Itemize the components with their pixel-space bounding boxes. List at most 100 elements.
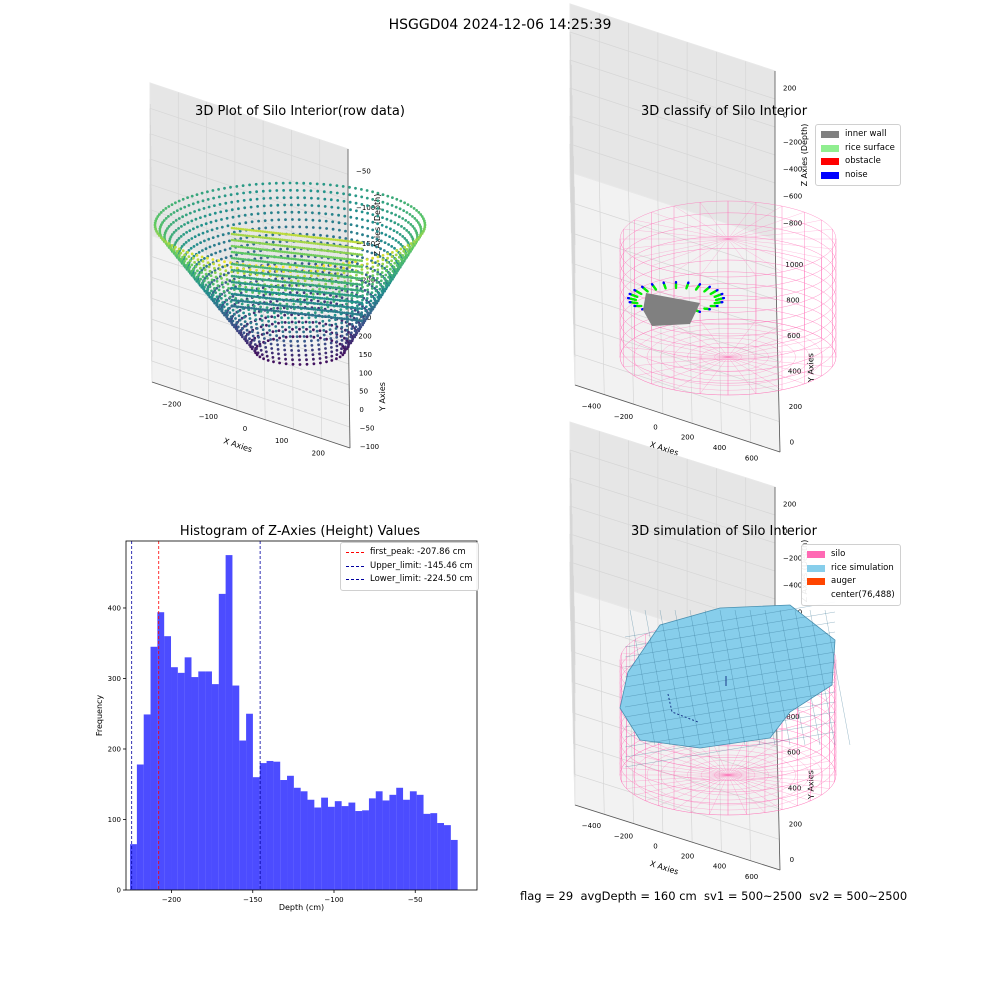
data-point <box>254 271 258 275</box>
histogram-bar <box>198 671 206 890</box>
data-point <box>314 296 317 299</box>
data-point <box>290 251 293 255</box>
data-point <box>324 356 328 359</box>
data-point <box>261 296 265 299</box>
data-point <box>330 277 334 281</box>
x-tick-label: 100 <box>275 437 288 445</box>
data-point <box>314 272 317 275</box>
data-point <box>257 259 260 263</box>
data-point <box>340 317 344 320</box>
data-point <box>294 275 298 279</box>
silo-edge <box>623 228 729 240</box>
data-point <box>217 242 221 246</box>
surface-mesh <box>624 601 836 638</box>
data-point <box>272 337 275 341</box>
data-point <box>290 263 293 267</box>
data-point <box>272 255 276 259</box>
data-point <box>213 287 216 290</box>
data-point <box>327 249 331 253</box>
data-point <box>177 256 181 259</box>
data-point <box>311 292 315 296</box>
x-tick-label: −100 <box>324 896 343 904</box>
data-point <box>252 229 256 232</box>
data-point <box>325 279 328 283</box>
data-point <box>217 305 221 309</box>
data-point <box>279 268 282 271</box>
data-point <box>246 333 250 336</box>
data-point <box>365 196 369 200</box>
data-point <box>305 335 309 339</box>
data-point <box>167 205 171 208</box>
data-point <box>201 275 205 279</box>
histogram-bar <box>232 685 240 890</box>
data-point <box>196 258 200 262</box>
data-point <box>285 250 289 254</box>
data-point <box>248 268 252 272</box>
data-point <box>296 300 300 303</box>
data-point <box>214 291 218 294</box>
data-point <box>167 242 171 245</box>
data-point <box>370 284 374 288</box>
data-point <box>298 240 302 244</box>
x-tick-label: −400 <box>582 402 601 410</box>
data-point <box>203 279 206 283</box>
data-point <box>241 227 245 231</box>
data-point <box>314 284 317 287</box>
data-point <box>381 262 385 266</box>
data-point <box>173 243 177 247</box>
data-point <box>237 207 240 211</box>
data-point <box>225 302 229 306</box>
data-point <box>210 297 214 301</box>
data-point <box>275 270 279 273</box>
data-point <box>232 268 236 272</box>
surface-mesh <box>624 661 836 698</box>
data-point <box>329 198 333 202</box>
data-point <box>239 237 243 240</box>
data-point <box>296 288 300 291</box>
data-point <box>342 245 346 249</box>
data-point <box>270 347 274 350</box>
data-point <box>259 259 262 263</box>
silo-ring <box>619 236 837 313</box>
x-tick-label: 0 <box>243 425 247 433</box>
data-point <box>261 308 265 311</box>
legend-label: obstacle <box>845 156 881 166</box>
data-point <box>235 227 238 230</box>
data-point <box>633 304 636 308</box>
data-point <box>331 298 335 301</box>
data-point <box>316 260 320 264</box>
data-point <box>237 275 240 279</box>
data-point <box>313 311 317 315</box>
legend-entry: Upper_limit: -145.46 cm <box>346 560 473 574</box>
data-point <box>316 334 320 338</box>
data-point <box>376 295 380 299</box>
data-point <box>164 229 168 233</box>
data-point <box>252 241 256 244</box>
data-point <box>356 300 359 304</box>
data-point <box>323 315 326 318</box>
data-point <box>358 241 361 244</box>
data-point <box>366 219 370 223</box>
data-point <box>347 251 350 255</box>
data-point <box>285 244 289 248</box>
data-point <box>208 269 212 273</box>
data-point <box>162 209 165 212</box>
data-point <box>303 344 307 348</box>
data-point <box>338 304 342 308</box>
data-point <box>323 205 327 208</box>
data-point <box>390 204 394 207</box>
data-point <box>202 264 206 267</box>
data-point <box>250 258 254 262</box>
data-point <box>347 330 350 334</box>
data-point <box>259 265 262 269</box>
data-point <box>284 328 287 332</box>
data-point <box>318 321 321 325</box>
data-point <box>318 290 322 294</box>
data-point <box>217 263 221 267</box>
data-point <box>334 316 337 320</box>
data-point <box>334 327 338 330</box>
data-point <box>312 253 315 257</box>
data-point <box>292 239 295 243</box>
surface-mesh <box>624 671 836 708</box>
data-point <box>227 271 230 275</box>
